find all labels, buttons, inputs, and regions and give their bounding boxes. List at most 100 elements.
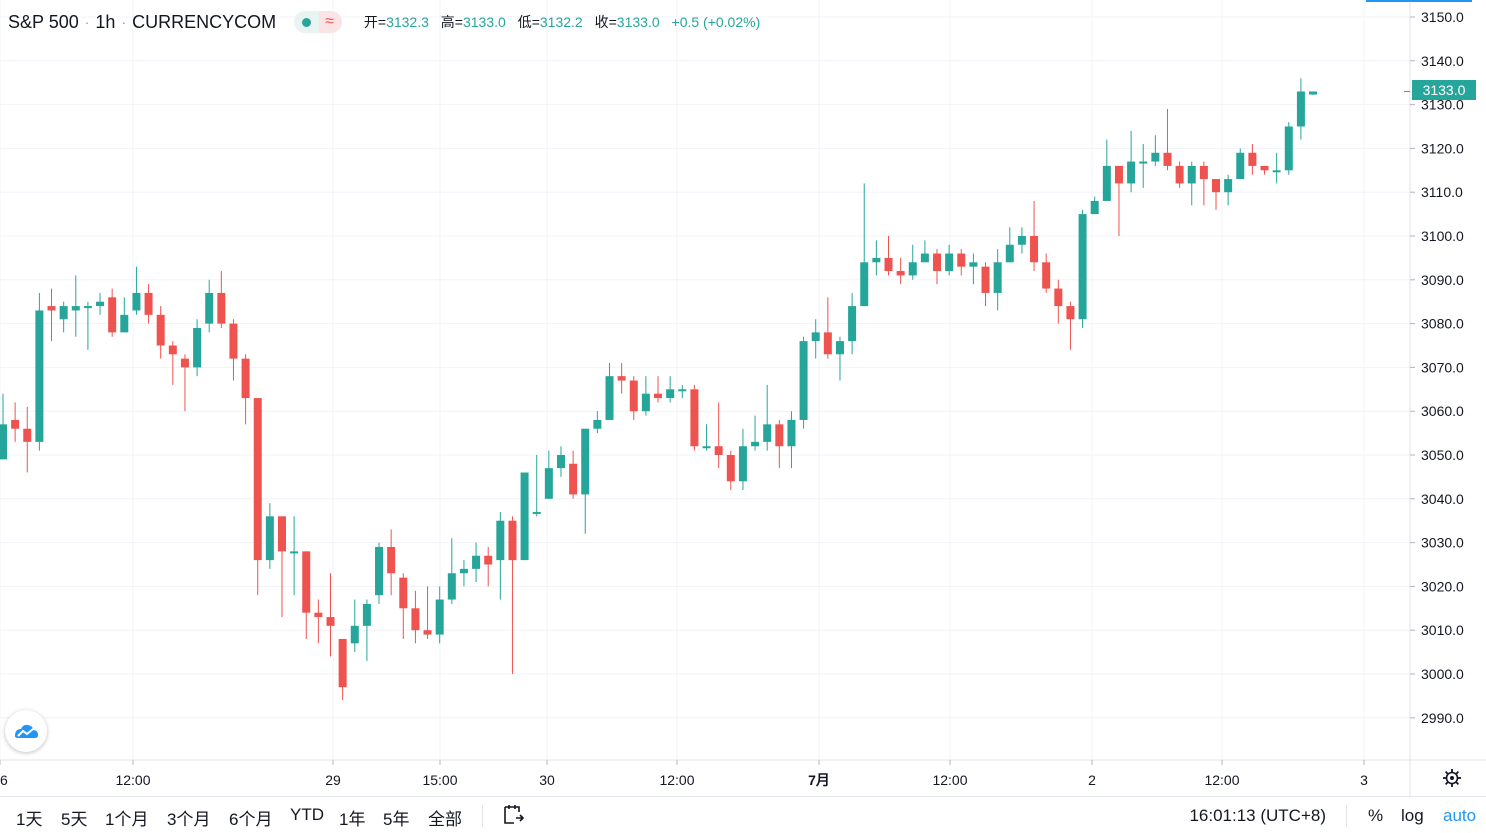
y-tick-label: 3030.0 (1421, 535, 1464, 551)
candle-body (362, 603, 371, 626)
candle-body (265, 516, 274, 561)
y-tick-label: 3090.0 (1421, 272, 1464, 288)
gear-icon[interactable] (1440, 766, 1464, 790)
candle-body (933, 253, 942, 272)
range-1d-button[interactable]: 1天 (16, 810, 43, 829)
y-tick-label: 3040.0 (1421, 491, 1464, 507)
candle-body (83, 306, 92, 309)
candle-body (11, 419, 20, 429)
candle-body (981, 266, 990, 293)
last-price-tag: 3133.0 (1412, 80, 1476, 100)
range-6m-button[interactable]: 6个月 (229, 810, 273, 829)
candle-body (884, 257, 893, 272)
goto-date-icon[interactable] (502, 804, 526, 831)
y-tick-label: 3110.0 (1421, 184, 1463, 200)
tradingview-logo-icon[interactable] (5, 710, 47, 752)
candle-body (120, 314, 129, 333)
market-status-badge[interactable]: ≈ (294, 11, 342, 33)
range-all-button[interactable]: 全部 (428, 810, 462, 829)
range-1m-button[interactable]: 1个月 (105, 810, 149, 829)
interval-label[interactable]: 1h (95, 11, 116, 32)
candle-body (496, 520, 505, 561)
candle-body (59, 306, 68, 320)
percent-scale-toggle[interactable]: % (1368, 806, 1384, 825)
candle-body (423, 630, 432, 635)
candle-body (387, 546, 396, 574)
candle-body (1260, 165, 1269, 171)
candle-body (1090, 200, 1099, 215)
candle-body (763, 424, 772, 442)
high-value: 3133.0 (462, 14, 506, 30)
candle-body (1296, 91, 1305, 127)
y-tick-label: 2990.0 (1421, 710, 1464, 726)
candle-body (823, 332, 832, 355)
clock-timezone[interactable]: 16:01:13 (UTC+8) (1189, 806, 1326, 825)
x-tick-label: 3 (1360, 772, 1368, 788)
y-tick-label: 3080.0 (1421, 316, 1464, 332)
candle-body (605, 376, 614, 420)
y-tick-label: 3150.0 (1421, 9, 1464, 25)
candle-body (1005, 244, 1014, 263)
candle-body (132, 292, 141, 311)
candle-body (314, 612, 323, 618)
candle-body (872, 257, 881, 263)
range-5y-button[interactable]: 5年 (383, 810, 410, 829)
candle-body (957, 253, 966, 267)
candle-body (168, 345, 177, 355)
range-ytd-button[interactable]: YTD (290, 805, 324, 824)
candle-body (1066, 306, 1075, 320)
candle-body (338, 638, 347, 688)
high-label: 高= (440, 14, 463, 30)
symbol-name[interactable]: S&P 500 (8, 11, 79, 32)
candle-body (459, 568, 468, 574)
candle-body (302, 551, 311, 613)
candle-body (1309, 91, 1318, 95)
candle-body (1175, 165, 1184, 184)
y-tick-label: 3020.0 (1421, 578, 1464, 594)
range-3m-button[interactable]: 3个月 (167, 810, 211, 829)
price-chart[interactable]: 3150.0 3140.0 3130.0 3120.0 3110.0 3100.0 3090… (0, 0, 1486, 796)
candle-body (108, 297, 117, 333)
x-tick-label: 15:00 (422, 772, 457, 788)
candle-body (375, 546, 384, 596)
candle-body (399, 577, 408, 609)
candle-body (787, 419, 796, 447)
candle-body (47, 306, 56, 311)
candle-body (835, 341, 844, 355)
candle-body (35, 310, 44, 442)
range-5d-button[interactable]: 5天 (61, 810, 88, 829)
candle-body (690, 389, 699, 447)
data-source: CURRENCYCOM (132, 11, 277, 32)
y-tick-label: 3000.0 (1421, 666, 1464, 682)
candle-body (1139, 161, 1148, 164)
x-tick-label: 12:00 (1204, 772, 1239, 788)
candle-body (945, 253, 954, 272)
log-scale-toggle[interactable]: log (1401, 806, 1424, 825)
y-tick-label: 3120.0 (1421, 140, 1464, 156)
candle-body (1054, 288, 1063, 307)
candle-body (1151, 152, 1160, 162)
candle-body (217, 292, 226, 324)
close-value: 3133.0 (616, 14, 660, 30)
candle-body (993, 262, 1002, 293)
candle-body (714, 446, 723, 455)
scale-indicator (1366, 0, 1472, 2)
candle-body (629, 380, 638, 412)
auto-scale-toggle[interactable]: auto (1443, 806, 1477, 825)
candle-body (96, 301, 105, 307)
candle-body (641, 393, 650, 412)
x-tick-label: 12:00 (115, 772, 150, 788)
candle-body (799, 341, 808, 420)
candle-body (908, 262, 917, 276)
candle-body (556, 455, 565, 469)
candle-body (472, 555, 481, 569)
candle-body (241, 358, 250, 399)
candle-body (290, 551, 299, 554)
candle-body (205, 292, 214, 324)
candle-body (860, 262, 869, 307)
candle-body (811, 332, 820, 342)
x-tick-label: 2 (1088, 772, 1096, 788)
range-1y-button[interactable]: 1年 (339, 810, 366, 829)
candle-body (544, 468, 553, 499)
candle-body (23, 428, 32, 442)
